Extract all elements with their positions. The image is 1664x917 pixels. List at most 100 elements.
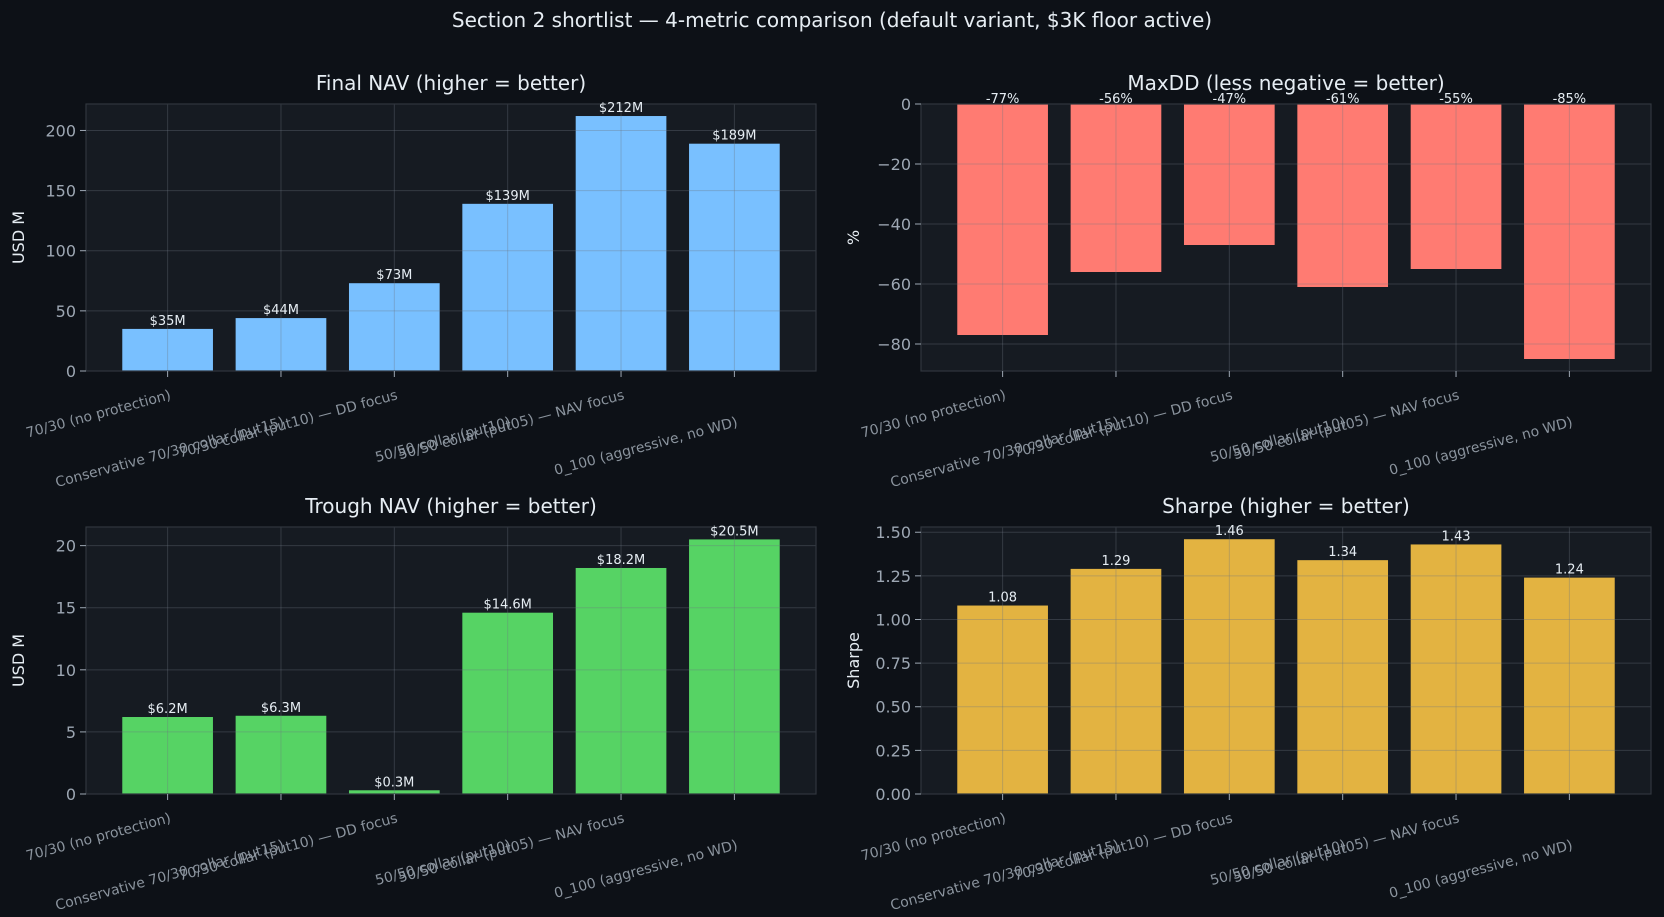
chart-2-data-label-0: $6.2M: [148, 702, 188, 717]
chart-0-data-label-0: $35M: [150, 314, 186, 329]
chart-2-ytick-label-0: 0: [66, 785, 76, 804]
chart-3-bar-1: [1070, 568, 1162, 794]
chart-0-bar-1: [235, 318, 327, 371]
chart-1-bar-5: [1524, 104, 1615, 359]
chart-1-data-label-2: -47%: [1213, 92, 1247, 107]
chart-2-data-label-4: $18.2M: [597, 553, 645, 568]
chart-2-xtick-label-4: 50/50 collar (put05) — NAV focus: [397, 810, 626, 886]
chart-1-data-label-1: -56%: [1099, 92, 1133, 107]
chart-0-data-label-4: $212M: [599, 101, 643, 116]
chart-0-ytick-label-1: 50: [56, 302, 76, 321]
chart-0-ytick-label-2: 100: [45, 242, 76, 261]
chart-3-xtick-label-0: 70/30 (no protection): [859, 810, 1007, 864]
chart-2-data-label-2: $0.3M: [374, 775, 414, 790]
chart-1-frame: [920, 103, 1652, 372]
chart-2-frame: [85, 526, 817, 795]
chart-2-ylabel: USD M: [9, 634, 28, 687]
chart-0-bar-2: [348, 283, 440, 371]
chart-0-xtick-label-2: 70/30 collar (put10) — DD focus: [177, 387, 399, 461]
chart-1-ytick-label-3: −60: [877, 275, 911, 294]
chart-3-xtick-label-4: 50/50 collar (put05) — NAV focus: [1232, 810, 1461, 886]
chart-2-bar-2: [348, 790, 440, 794]
chart-0-ytick-label-3: 150: [45, 182, 76, 201]
chart-0-ylabel: USD M: [9, 211, 28, 264]
chart-1-xtick-label-4: 50/50 collar (put05) — NAV focus: [1232, 387, 1461, 463]
chart-3-data-label-1: 1.29: [1101, 554, 1130, 569]
chart-1-ytick-label-0: 0: [901, 95, 911, 114]
chart-1-ylabel: %: [844, 230, 863, 245]
chart-1-data-label-5: -85%: [1553, 92, 1587, 107]
chart-2-bar-1: [235, 715, 327, 794]
chart-1-data-label-0: -77%: [986, 92, 1020, 107]
chart-3-data-label-0: 1.08: [988, 591, 1017, 606]
chart-0-bar-5: [689, 143, 780, 371]
chart-3-frame: [920, 526, 1652, 795]
chart-2-bar-5: [689, 539, 780, 794]
chart-3-ytick-label-5: 1.25: [875, 567, 911, 586]
chart-0-data-label-3: $139M: [486, 189, 530, 204]
chart-3-bar-0: [957, 605, 1048, 794]
chart-0-bar-4: [575, 116, 667, 371]
chart-3-ytick-label-2: 0.50: [875, 698, 911, 717]
chart-2-data-label-5: $20.5M: [710, 524, 758, 539]
chart-3-title: Sharpe (higher = better): [1162, 494, 1410, 518]
chart-3-xtick-label-2: 70/30 collar (put10) — DD focus: [1012, 810, 1234, 884]
chart-1-bar-0: [957, 104, 1048, 335]
chart-0-frame: [85, 103, 817, 372]
chart-2-xtick-label-2: 70/30 collar (put10) — DD focus: [177, 810, 399, 884]
chart-2-ytick-label-3: 15: [56, 599, 76, 618]
chart-3-data-label-2: 1.46: [1215, 524, 1244, 539]
chart-2-bar-3: [462, 612, 554, 794]
chart-0-data-label-1: $44M: [263, 303, 299, 318]
chart-0-bar-0: [122, 328, 213, 371]
chart-2-data-label-1: $6.3M: [261, 701, 301, 716]
chart-1-title: MaxDD (less negative = better): [1127, 71, 1444, 95]
chart-3-xtick-label-5: 0_100 (aggressive, no WD): [1388, 837, 1575, 901]
chart-2-xtick-label-0: 70/30 (no protection): [24, 810, 172, 864]
chart-1-bar-4: [1410, 104, 1502, 269]
chart-3-data-label-4: 1.43: [1442, 529, 1471, 544]
figure-title: Section 2 shortlist — 4-metric compariso…: [451, 8, 1213, 32]
chart-1-bar-1: [1070, 104, 1162, 272]
chart-3-ytick-label-0: 0.00: [875, 785, 911, 804]
chart-3-bar-3: [1297, 560, 1389, 794]
chart-1-ytick-label-1: −20: [877, 155, 911, 174]
chart-2-bar-0: [122, 717, 213, 794]
chart-0-ytick-label-0: 0: [66, 362, 76, 381]
chart-1-data-label-4: -55%: [1439, 92, 1473, 107]
chart-0-data-label-5: $189M: [712, 129, 756, 144]
chart-1-xtick-label-5: 0_100 (aggressive, no WD): [1388, 414, 1575, 478]
chart-1-ytick-label-4: −80: [877, 335, 911, 354]
chart-3-ylabel: Sharpe: [844, 632, 863, 689]
chart-1-data-label-3: -61%: [1326, 92, 1360, 107]
chart-2-ytick-label-1: 5: [66, 723, 76, 742]
chart-1-bar-2: [1183, 104, 1275, 245]
chart-2-xtick-label-5: 0_100 (aggressive, no WD): [553, 837, 740, 901]
chart-0-xtick-label-5: 0_100 (aggressive, no WD): [553, 414, 740, 478]
chart-0-title: Final NAV (higher = better): [316, 71, 586, 95]
chart-1-ytick-label-2: −40: [877, 215, 911, 234]
chart-3-ytick-label-4: 1.00: [875, 610, 911, 629]
chart-1-xtick-label-2: 70/30 collar (put10) — DD focus: [1012, 387, 1234, 461]
chart-3-data-label-3: 1.34: [1328, 545, 1357, 560]
chart-0-xtick-label-4: 50/50 collar (put05) — NAV focus: [397, 387, 626, 463]
chart-2-ytick-label-4: 20: [56, 537, 76, 556]
chart-3-ytick-label-3: 0.75: [875, 654, 911, 673]
chart-0-data-label-2: $73M: [376, 268, 412, 283]
chart-1-xtick-label-0: 70/30 (no protection): [859, 387, 1007, 441]
chart-2-ytick-label-2: 10: [56, 661, 76, 680]
chart-2-data-label-3: $14.6M: [483, 598, 531, 613]
chart-3-bar-4: [1410, 544, 1502, 794]
chart-3-data-label-5: 1.24: [1555, 563, 1584, 578]
chart-0-bar-3: [462, 203, 554, 371]
chart-1-bar-3: [1297, 104, 1389, 287]
chart-0-xtick-label-0: 70/30 (no protection): [24, 387, 172, 441]
chart-0-ytick-label-4: 200: [45, 121, 76, 140]
chart-2-title: Trough NAV (higher = better): [304, 494, 597, 518]
chart-3-ytick-label-1: 0.25: [875, 741, 911, 760]
chart-2-bar-4: [575, 567, 667, 794]
chart-3-bar-2: [1183, 539, 1275, 794]
chart-3-ytick-label-6: 1.50: [875, 523, 911, 542]
